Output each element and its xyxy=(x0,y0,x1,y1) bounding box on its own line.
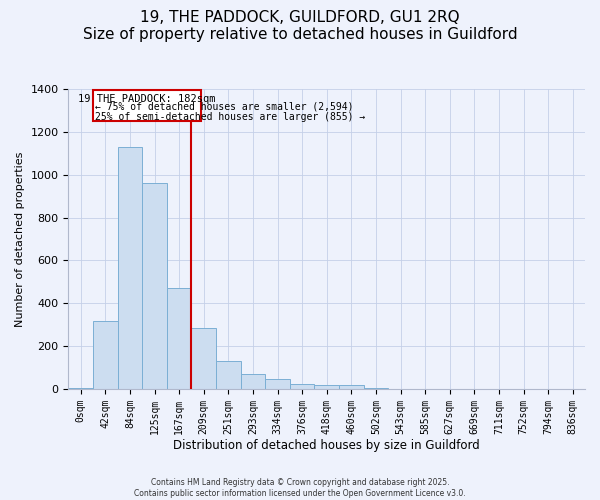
FancyBboxPatch shape xyxy=(94,90,201,122)
Y-axis label: Number of detached properties: Number of detached properties xyxy=(15,151,25,326)
Bar xyxy=(265,380,290,389)
Text: 19 THE PADDOCK: 182sqm: 19 THE PADDOCK: 182sqm xyxy=(79,94,216,104)
Bar xyxy=(93,322,118,389)
Bar xyxy=(142,183,167,389)
X-axis label: Distribution of detached houses by size in Guildford: Distribution of detached houses by size … xyxy=(173,440,480,452)
Bar xyxy=(339,384,364,389)
Bar xyxy=(216,361,241,389)
Bar xyxy=(68,388,93,389)
Bar xyxy=(314,385,339,389)
Bar xyxy=(118,147,142,389)
Bar xyxy=(167,288,191,389)
Bar xyxy=(191,328,216,389)
Text: 25% of semi-detached houses are larger (855) →: 25% of semi-detached houses are larger (… xyxy=(95,112,366,122)
Bar xyxy=(241,374,265,389)
Text: Contains HM Land Registry data © Crown copyright and database right 2025.
Contai: Contains HM Land Registry data © Crown c… xyxy=(134,478,466,498)
Bar xyxy=(364,388,388,389)
Bar xyxy=(290,384,314,389)
Text: ← 75% of detached houses are smaller (2,594): ← 75% of detached houses are smaller (2,… xyxy=(95,101,354,111)
Text: 19, THE PADDOCK, GUILDFORD, GU1 2RQ
Size of property relative to detached houses: 19, THE PADDOCK, GUILDFORD, GU1 2RQ Size… xyxy=(83,10,517,42)
